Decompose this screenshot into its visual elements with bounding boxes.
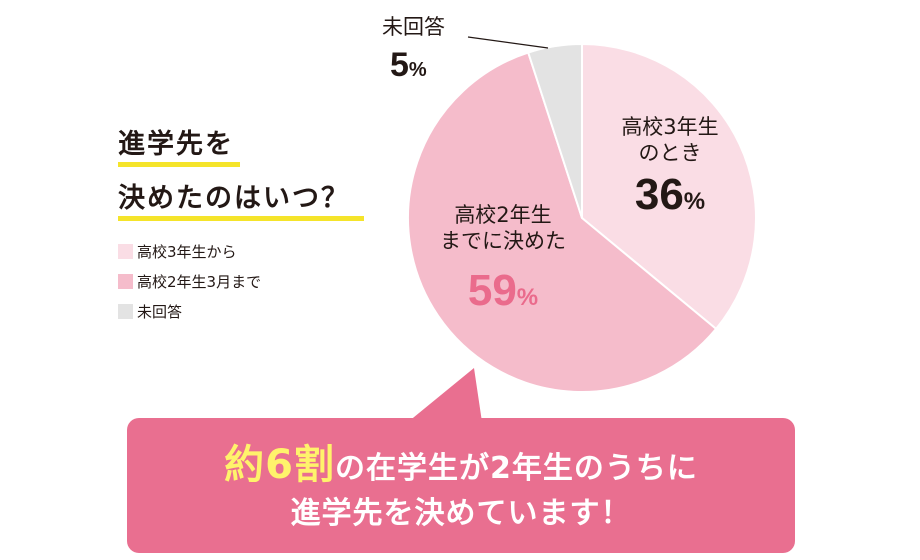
- chart-title-line-1: 進学先を: [118, 128, 240, 167]
- legend-item-3rd-year: 高校3年生から: [118, 241, 237, 261]
- slice-label-3rd-year-line-2: のとき: [638, 141, 702, 165]
- slice-value-2nd-year-number: 59: [467, 266, 517, 315]
- legend-label-2nd-year: 高校2年生3月まで: [137, 272, 262, 291]
- slice-label-2nd-year: 高校2年生 までに決めた 59%: [418, 202, 588, 316]
- chart-title-line-2: 決めたのはいつ？: [118, 182, 364, 221]
- slice-value-no-answer-number: 5: [390, 46, 409, 84]
- legend-swatch-no-answer: [118, 303, 133, 319]
- legend-item-2nd-year: 高校2年生3月まで: [118, 271, 261, 291]
- pie-slices: [406, 42, 757, 394]
- slice-value-3rd-year: 36%: [600, 170, 740, 220]
- slice-label-no-answer: 未回答 5%: [382, 14, 472, 85]
- legend-label-no-answer: 未回答: [137, 302, 183, 321]
- legend-swatch-3rd-year: [118, 243, 133, 259]
- no-answer-leader-line: [467, 36, 549, 49]
- slice-label-2nd-year-line-1: 高校2年生: [454, 203, 552, 227]
- slice-value-3rd-year-number: 36: [634, 170, 684, 219]
- slice-value-2nd-year: 59%: [418, 266, 588, 316]
- summary-banner: [127, 418, 795, 553]
- banner-highlight: 約6割: [224, 442, 335, 488]
- slice-label-2nd-year-line-2: までに決めた: [440, 229, 566, 253]
- slice-value-no-answer: 5%: [382, 46, 472, 85]
- slice-value-no-answer-unit: %: [408, 59, 427, 81]
- pie-slice-2nd-year: [406, 51, 718, 394]
- pie-slice-3rd-year: [581, 42, 757, 331]
- pie-slice-no-answer: [526, 42, 583, 219]
- slice-label-3rd-year-line-1: 高校3年生: [621, 115, 719, 139]
- legend-swatch-2nd-year: [118, 273, 133, 289]
- slice-value-3rd-year-unit: %: [683, 188, 706, 215]
- legend-item-no-answer: 未回答: [118, 301, 182, 321]
- banner-line-1-rest: の在学生が2年生のうちに: [334, 451, 698, 486]
- banner-line-1: 約6割の在学生が2年生のうちに: [127, 432, 795, 490]
- slice-label-no-answer-line-1: 未回答: [382, 15, 445, 39]
- banner-line-2: 進学先を決めています！: [290, 496, 632, 531]
- legend-label-3rd-year: 高校3年生から: [137, 242, 237, 261]
- slice-label-3rd-year: 高校3年生 のとき 36%: [600, 114, 740, 220]
- slice-value-2nd-year-unit: %: [516, 284, 539, 311]
